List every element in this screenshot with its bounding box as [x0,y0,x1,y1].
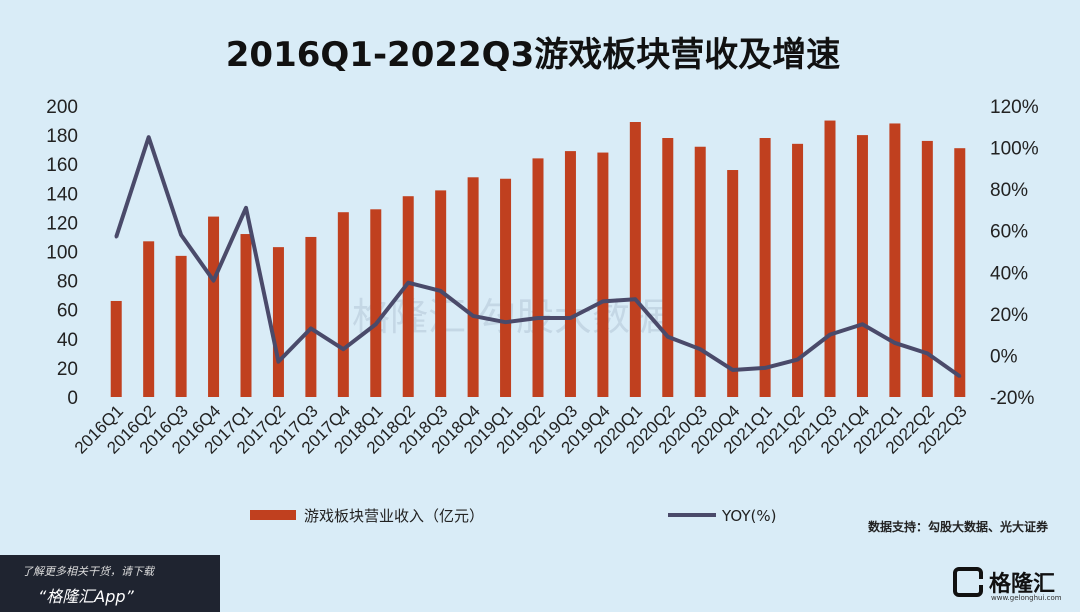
line-series [114,135,962,378]
bar [240,234,252,397]
yoy-point [276,360,280,364]
yoy-point [341,347,345,351]
footer-line-2: “格隆汇App” [38,587,134,606]
source-note: 数据支持：勾股大数据、光大证券 [868,519,1049,534]
bar [564,151,576,397]
yoy-point [731,368,735,372]
left-axis: 0 20 40 60 80 100 120 140 160 180 200 [46,97,78,409]
left-tick-label: 20 [57,359,78,380]
bar [727,170,739,397]
bar [305,236,317,397]
left-tick-label: 120 [46,213,78,234]
bar [337,212,349,397]
yoy-point [633,297,637,301]
bar-series [110,120,966,398]
right-tick-label: 60% [990,222,1028,243]
bar [110,300,122,397]
bar [370,209,382,397]
bar [143,241,155,397]
bar [792,143,804,397]
bar [532,158,544,397]
left-tick-label: 60 [57,301,78,322]
yoy-point [568,316,572,320]
yoy-point [374,322,378,326]
brand-logo: 格隆汇 www.gelonghui.com [953,564,1062,602]
bar [662,138,674,397]
yoy-point [147,135,151,139]
yoy-point [504,320,508,324]
legend: 游戏板块营业收入（亿元） YOY(%) [250,507,776,525]
bar [402,196,414,397]
yoy-point [309,326,313,330]
yoy-point [893,341,897,345]
right-tick-label: 120% [990,97,1039,118]
bar [759,138,771,397]
yoy-point [828,333,832,337]
bar [467,177,479,397]
yoy-point [439,289,443,293]
right-tick-label: 40% [990,263,1028,284]
bar [694,146,706,397]
yoy-point [406,281,410,285]
left-tick-label: 160 [46,155,78,176]
right-axis: -20% 0% 20% 40% 60% 80% 100% 120% [990,97,1039,409]
bar [500,178,512,397]
yoy-point [796,358,800,362]
yoy-point [244,206,248,210]
right-tick-label: -20% [990,388,1034,409]
footer-banner: 了解更多相关干货，请下载 “格隆汇App” [0,555,220,612]
legend-bar-label: 游戏板块营业收入（亿元） [304,507,484,525]
yoy-point [471,314,475,318]
bar [272,247,284,397]
yoy-point [763,366,767,370]
yoy-point [114,235,118,239]
brand-url: www.gelonghui.com [991,594,1062,602]
brand-name: 格隆汇 [989,572,1056,597]
right-tick-label: 80% [990,180,1028,201]
left-tick-label: 100 [46,243,78,264]
chart-title: 2016Q1-2022Q3游戏板块营收及增速 [226,35,841,75]
legend-line-label: YOY(%) [721,507,776,525]
left-tick-label: 180 [46,126,78,147]
logo-icon [953,567,983,597]
left-tick-label: 80 [57,272,78,293]
left-tick-label: 200 [46,97,78,118]
bar [889,123,901,398]
yoy-point [666,335,670,339]
yoy-point [958,374,962,378]
legend-bar-swatch [250,510,296,520]
bar [435,190,447,397]
bar [824,120,836,398]
right-tick-label: 0% [990,346,1018,367]
x-axis-labels: 2016Q12016Q22016Q32016Q42017Q12017Q22017… [71,401,971,457]
right-tick-label: 100% [990,139,1039,160]
yoy-point [179,233,183,237]
yoy-point [536,316,540,320]
left-tick-label: 140 [46,184,78,205]
right-tick-label: 20% [990,305,1028,326]
bar [597,152,609,397]
bar [856,135,868,397]
bar [208,216,220,397]
bar [175,255,187,397]
yoy-point [925,351,929,355]
yoy-point [601,299,605,303]
bar [921,140,933,398]
left-tick-label: 0 [67,388,78,409]
yoy-point [860,322,864,326]
left-tick-label: 40 [57,330,78,351]
bar [954,148,966,397]
footer-line-1: 了解更多相关干货，请下载 [22,565,154,578]
yoy-point [212,279,216,283]
bar [629,122,641,397]
yoy-point [698,347,702,351]
